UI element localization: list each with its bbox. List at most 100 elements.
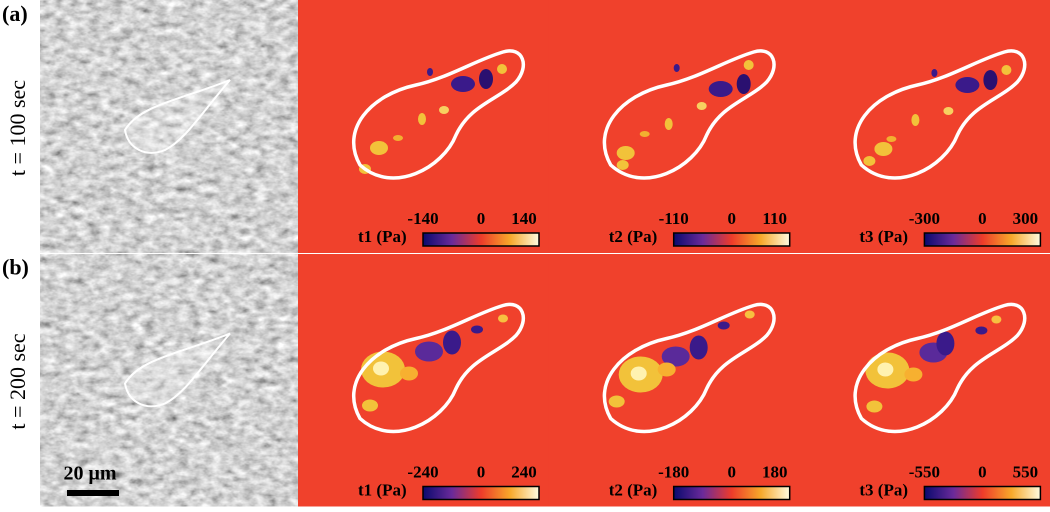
- map-background: [548, 0, 800, 253]
- microscopy-image: [40, 253, 298, 507]
- traction-blob: [886, 136, 897, 142]
- traction-blob: [439, 106, 449, 114]
- colorbar-min: -180: [658, 462, 689, 481]
- colorbar-title: t1 (Pa): [358, 480, 407, 499]
- traction-blob: [479, 69, 493, 89]
- colorbar-max: 110: [762, 209, 787, 228]
- colorbar-max: 550: [1013, 462, 1039, 481]
- traction-blob: [362, 399, 378, 412]
- traction-blob: [743, 60, 754, 70]
- colorbar-title: t3 (Pa): [859, 227, 908, 246]
- traction-blob: [373, 361, 389, 376]
- colorbar: [672, 485, 791, 501]
- traction-blob: [443, 330, 461, 355]
- colorbar-max: 180: [762, 462, 788, 481]
- panel-label: (a): [2, 1, 28, 26]
- traction-blob: [370, 141, 388, 155]
- traction-blob: [874, 142, 893, 156]
- colorbar-mid: 0: [477, 462, 486, 481]
- traction-map: t2 (Pa)-110 0 110: [548, 0, 800, 253]
- colorbar-max: 300: [1013, 209, 1039, 228]
- traction-blob: [418, 113, 426, 125]
- time-label: t = 200 sec: [5, 333, 30, 429]
- map-background: [799, 0, 1050, 253]
- colorbar-mid: 0: [477, 209, 486, 228]
- traction-blob: [931, 69, 938, 77]
- traction-blob: [616, 160, 629, 170]
- traction-blob: [608, 395, 625, 408]
- traction-map: t1 (Pa)-240 0 240: [298, 253, 549, 507]
- traction-blob: [877, 362, 894, 377]
- traction-blob: [904, 367, 923, 382]
- traction-blob: [639, 131, 650, 137]
- traction-blob: [936, 331, 955, 356]
- traction-blob: [983, 70, 998, 90]
- colorbar-mid: 0: [727, 209, 736, 228]
- traction-blob: [415, 341, 443, 362]
- traction-blob: [451, 76, 475, 92]
- traction-blob: [696, 102, 707, 110]
- colorbar-title: t2 (Pa): [609, 480, 658, 499]
- colorbar: [672, 232, 791, 247]
- traction-blob: [657, 362, 676, 377]
- traction-blob: [955, 77, 980, 93]
- traction-blob: [427, 68, 433, 76]
- cell-body: [123, 332, 231, 408]
- map-background: [548, 253, 800, 507]
- traction-blob: [498, 314, 508, 323]
- cell-outline: [853, 49, 1027, 180]
- traction-blob: [717, 321, 730, 330]
- colorbar: [422, 485, 540, 501]
- traction-blob: [911, 114, 920, 126]
- traction-blob: [661, 346, 690, 367]
- traction-blob: [664, 118, 673, 130]
- traction-blob: [630, 366, 647, 381]
- colorbar-min: -300: [909, 209, 940, 228]
- cell-body: [123, 79, 231, 154]
- traction-blob: [616, 146, 635, 160]
- colorbar-mid: 0: [978, 209, 987, 228]
- colorbar-min: -240: [407, 462, 438, 481]
- traction-blob: [708, 81, 733, 97]
- traction-blob: [393, 135, 403, 141]
- traction-blob: [736, 74, 751, 94]
- cell-outline: [853, 302, 1027, 434]
- traction-blob: [866, 400, 883, 413]
- colorbar: [923, 232, 1042, 247]
- colorbar-mid: 0: [978, 462, 987, 481]
- traction-blob: [744, 310, 755, 319]
- panel-label: (b): [2, 255, 29, 280]
- colorbar-title: t3 (Pa): [859, 480, 908, 499]
- traction-blob: [689, 335, 708, 360]
- colorbar: [422, 232, 540, 247]
- colorbar-min: -550: [909, 462, 940, 481]
- traction-map: t2 (Pa)-180 0 180: [548, 253, 800, 507]
- map-background: [298, 0, 549, 253]
- colorbar-min: -140: [407, 209, 438, 228]
- scale-bar-label: 20 μm: [64, 463, 117, 485]
- colorbar-title: t1 (Pa): [358, 227, 407, 246]
- traction-map: t3 (Pa)-550 0 550: [799, 253, 1050, 507]
- cell-outline: [602, 302, 776, 434]
- cell-outline: [352, 302, 526, 434]
- cell-outline: [602, 49, 776, 180]
- traction-blob: [991, 315, 1002, 324]
- traction-blob: [1001, 65, 1012, 75]
- traction-blob: [975, 326, 988, 335]
- microscopy-image: [40, 0, 298, 253]
- map-background: [298, 253, 549, 507]
- traction-blob: [471, 325, 483, 334]
- time-label: t = 100 sec: [5, 80, 30, 176]
- colorbar-mid: 0: [727, 462, 736, 481]
- scale-bar: [67, 490, 119, 496]
- colorbar-title: t2 (Pa): [609, 227, 658, 246]
- map-background: [799, 253, 1050, 507]
- traction-blob: [400, 366, 418, 381]
- colorbar-max: 240: [511, 462, 537, 481]
- traction-map: t1 (Pa)-140 0 140: [298, 0, 549, 253]
- traction-blob: [943, 107, 954, 115]
- colorbar: [923, 485, 1042, 501]
- traction-map: t3 (Pa)-300 0 300: [799, 0, 1050, 253]
- traction-blob: [497, 64, 507, 74]
